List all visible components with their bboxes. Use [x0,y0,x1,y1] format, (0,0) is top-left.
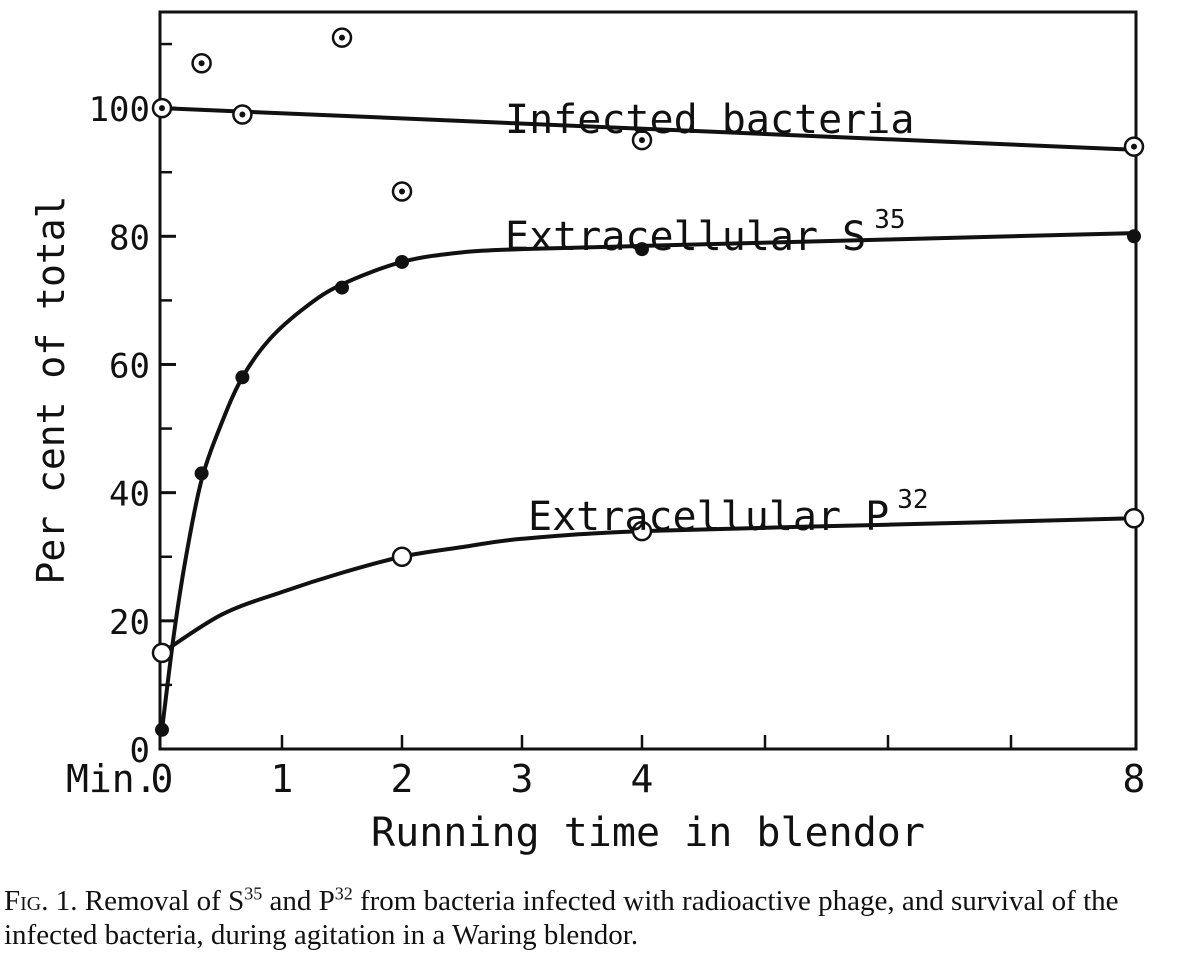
series-label-text-1: Extracellular S [505,214,866,260]
data-point-1-0 [155,722,169,737]
caption-part1: Removal of S [84,885,245,917]
data-point-2-0 [151,642,173,664]
caption-fig-label: Fig. 1. [4,885,78,917]
series-markers [151,27,1145,737]
chart: 0 20 40 60 80 100 0 1 2 3 4 8 Infected bacteria Extr… [29,10,1146,856]
data-point-0-5 [631,129,653,151]
x-tick-label-1: 1 [271,757,294,801]
x-tick-label-5: 8 [1123,757,1146,801]
y-axis-label: Per cent of total [29,196,73,585]
axis-ticks: 0 20 40 60 80 100 0 1 2 3 4 8 [89,42,1146,801]
x-tick-label-3: 3 [511,757,534,801]
series-curve-0 [161,106,1135,152]
data-point-2-3 [1123,508,1145,529]
data-point-0-2 [232,104,253,125]
caption-part3: from bacteria infected with radioactive … [4,885,1119,951]
series-label-text-2: Extracellular P [528,494,889,540]
y-tick-label-3: 60 [109,346,150,386]
y-tick-label-2: 40 [109,475,150,515]
caption-sup2: 32 [334,883,353,904]
caption-part2: and P [262,885,335,917]
data-point-1-6 [1127,229,1141,244]
x-axis-label: Running time in blendor [371,810,925,856]
data-point-1-2 [235,370,250,385]
data-point-1-3 [335,280,349,295]
data-point-0-0 [151,97,173,119]
plot-frame [158,10,1138,751]
x-unit-label: Min. [66,757,158,801]
series-curve-2 [160,516,1135,655]
y-tick-label-4: 80 [109,218,150,258]
figure-caption: Fig. 1. Removal of S35 and P32 from bact… [4,884,1196,952]
data-point-1-4 [395,254,409,269]
y-tick-label-5: 100 [89,90,150,130]
series-curve-1 [160,231,1135,731]
data-point-0-6 [1123,136,1145,157]
data-point-0-1 [191,53,212,74]
caption-sup1: 35 [244,883,263,904]
data-point-1-1 [194,466,209,481]
series-label-2: Extracellular P 32 [528,485,929,540]
y-tick-label-1: 20 [109,603,150,643]
series-label-sup-1: 35 [874,205,905,235]
data-point-2-2 [631,520,653,542]
x-tick-label-4: 4 [631,757,654,801]
series-label-sup-2: 32 [897,485,928,515]
data-point-1-5 [635,242,649,257]
y-tick-label-0: 0 [130,731,150,771]
data-point-0-3 [331,27,353,48]
series-label-0: Infected bacteria [505,97,914,143]
series-label-text-0: Infected bacteria [505,97,914,143]
data-point-2-1 [391,546,413,567]
x-tick-label-0: 0 [151,757,174,801]
series-label-1: Extracellular S 35 [505,205,906,260]
data-point-0-4 [391,181,413,202]
series-curves [160,106,1135,731]
x-tick-label-2: 2 [391,757,414,801]
